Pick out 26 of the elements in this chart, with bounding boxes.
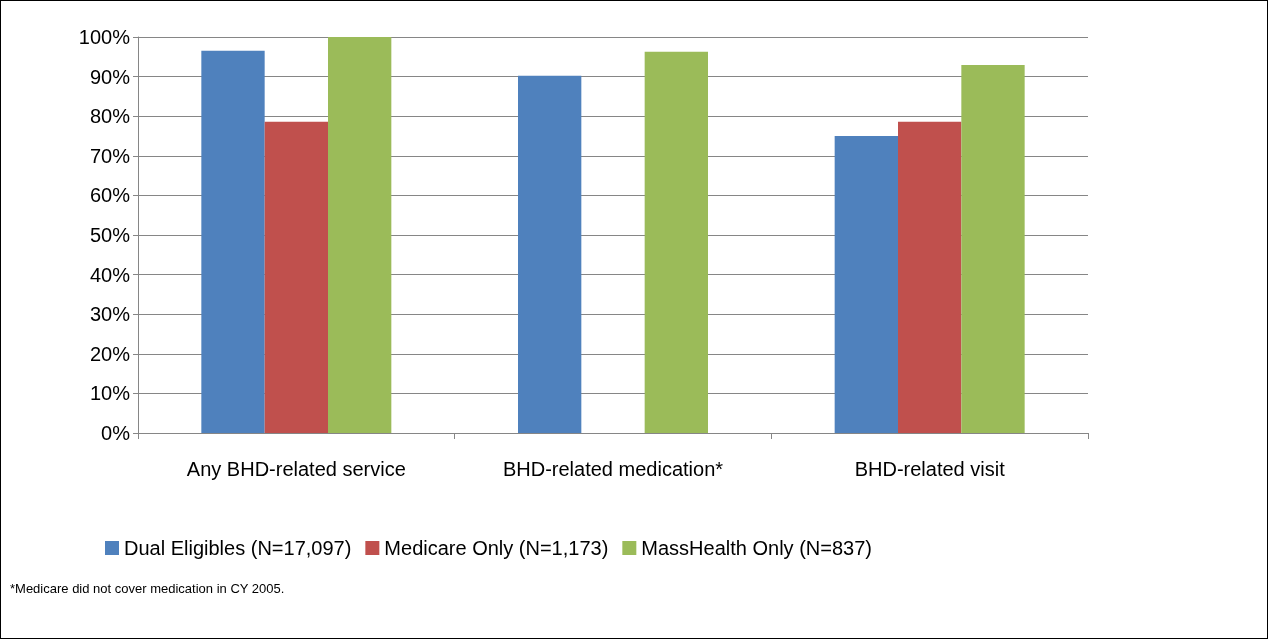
y-tick-label: 70% (89, 144, 131, 167)
y-tick-label: 60% (89, 184, 131, 207)
bar (644, 51, 708, 433)
bar (961, 65, 1025, 433)
bar (328, 37, 392, 433)
x-tick-label: BHD-related medication* (502, 458, 724, 480)
y-tick-label: 50% (89, 224, 131, 246)
legend-label: MassHealth Only (N=837) (641, 537, 872, 559)
y-tick-label: 80% (89, 105, 131, 128)
x-tick-label: BHD-related visit (854, 458, 1006, 480)
y-tick-label: 40% (89, 263, 131, 286)
x-tick-label: Any BHD-related service (186, 458, 406, 480)
bar (264, 121, 328, 433)
y-tick-label: 20% (89, 342, 131, 365)
bar (834, 136, 898, 433)
bar (518, 75, 582, 433)
y-tick-label: 0% (101, 422, 131, 444)
bar (201, 50, 265, 433)
y-tick-label: 10% (89, 382, 131, 405)
y-tick-label: 90% (89, 65, 131, 88)
legend-label: Medicare Only (N=1,173) (384, 537, 609, 559)
bar (898, 121, 962, 433)
legend-label: Dual Eligibles (N=17,097) (124, 537, 352, 559)
y-tick-label: 30% (89, 303, 131, 326)
text: *Medicare did not cover medication in CY 2005. (10, 581, 285, 596)
y-tick-label: 100% (78, 26, 131, 48)
